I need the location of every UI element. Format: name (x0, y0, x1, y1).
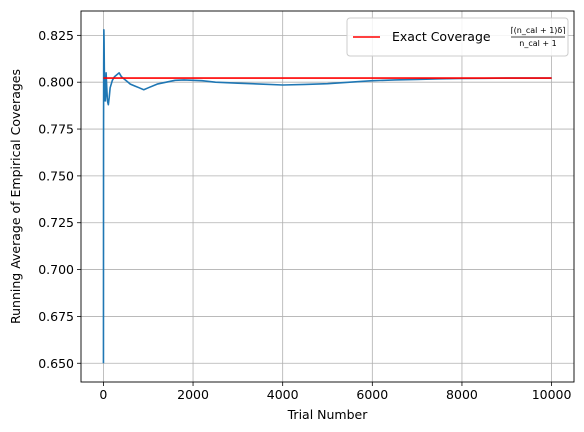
legend: Exact Coverage ⌈(n_cal + 1)δ⌉ n_cal + 1 (346, 17, 569, 57)
y-axis-label: Running Average of Empirical Coverages (8, 69, 23, 324)
plot-frame (80, 10, 575, 383)
x-axis-label: Trial Number (287, 407, 369, 422)
y-tick-label: 0.725 (38, 215, 74, 230)
y-tick-label: 0.650 (38, 356, 74, 371)
x-tick-label: 2000 (177, 387, 209, 402)
x-tick-label: 0 (99, 387, 107, 402)
ticks: 0 2000 4000 6000 8000 10000 0.650 0.675 0.700 0.7… (38, 28, 571, 402)
y-tick-label: 0.750 (38, 168, 74, 183)
y-tick-label: 0.775 (38, 122, 74, 137)
legend-formula-denominator: n_cal + 1 (519, 39, 556, 48)
series-layer (102, 28, 552, 364)
running-average-line (102, 28, 552, 364)
legend-formula-numerator: ⌈(n_cal + 1)δ⌉ (511, 26, 566, 35)
y-tick-label: 0.800 (38, 75, 74, 90)
legend-box (346, 17, 569, 57)
legend-label: Exact Coverage (392, 29, 491, 44)
x-tick-label: 8000 (446, 387, 478, 402)
x-tick-label: 6000 (356, 387, 388, 402)
x-tick-label: 4000 (267, 387, 299, 402)
y-tick-label: 0.825 (38, 28, 74, 43)
x-tick-label: 10000 (532, 387, 572, 402)
y-tick-label: 0.700 (38, 262, 74, 277)
y-tick-label: 0.675 (38, 309, 74, 324)
